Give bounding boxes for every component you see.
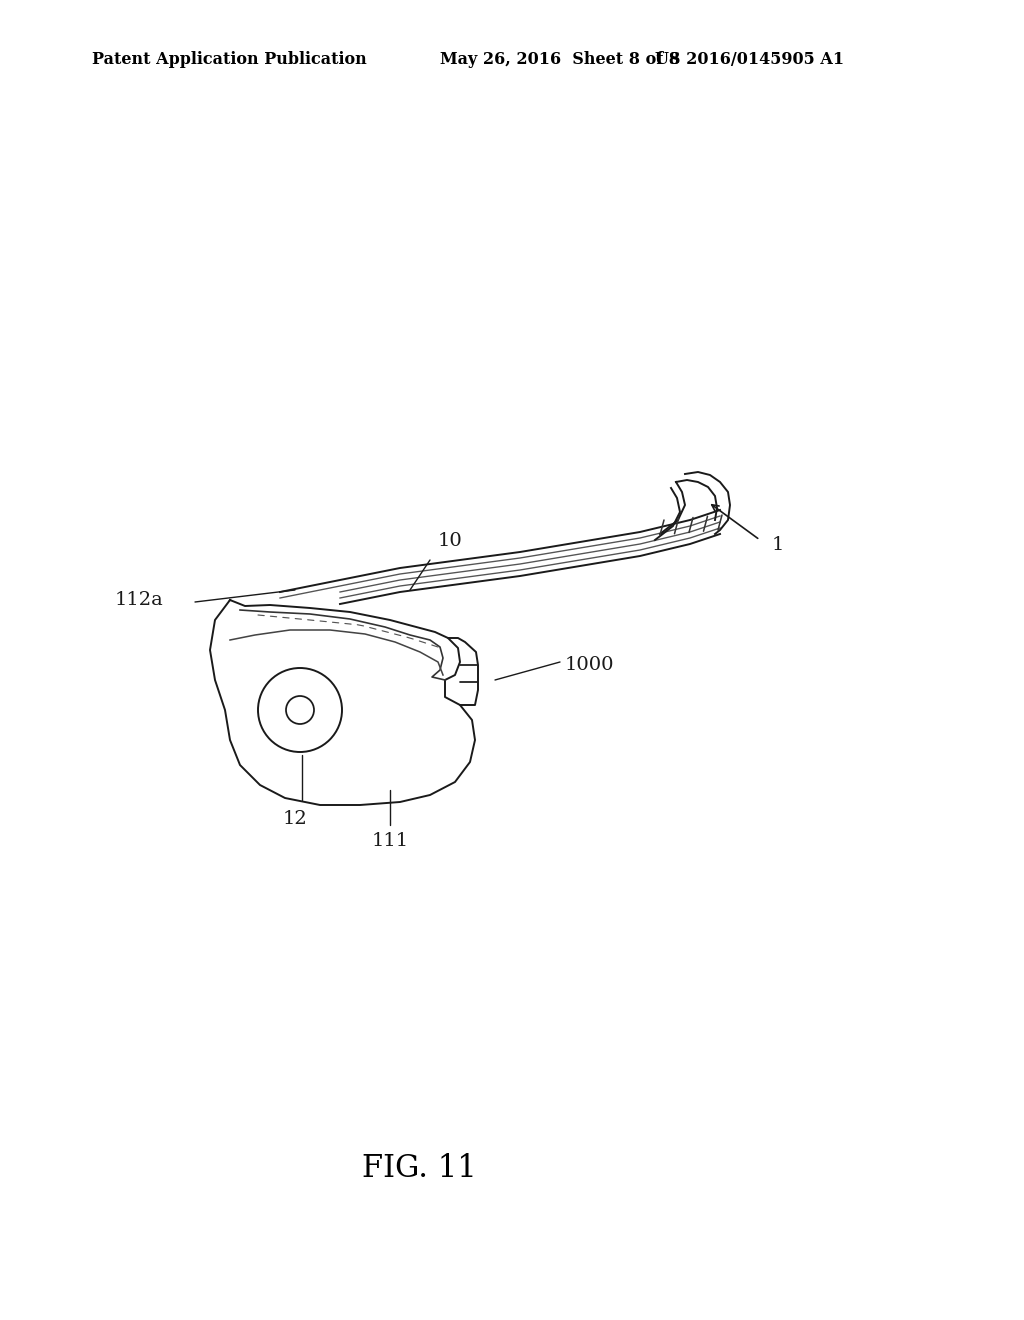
Text: 12: 12 <box>283 810 307 828</box>
Text: Patent Application Publication: Patent Application Publication <box>92 51 367 67</box>
Text: 111: 111 <box>372 832 409 850</box>
Text: 112a: 112a <box>115 591 164 609</box>
Text: 10: 10 <box>438 532 463 550</box>
Text: US 2016/0145905 A1: US 2016/0145905 A1 <box>655 51 845 67</box>
Text: FIG. 11: FIG. 11 <box>362 1152 477 1184</box>
Text: May 26, 2016  Sheet 8 of 8: May 26, 2016 Sheet 8 of 8 <box>440 51 680 67</box>
Text: 1000: 1000 <box>565 656 614 675</box>
Text: 1: 1 <box>772 536 784 554</box>
